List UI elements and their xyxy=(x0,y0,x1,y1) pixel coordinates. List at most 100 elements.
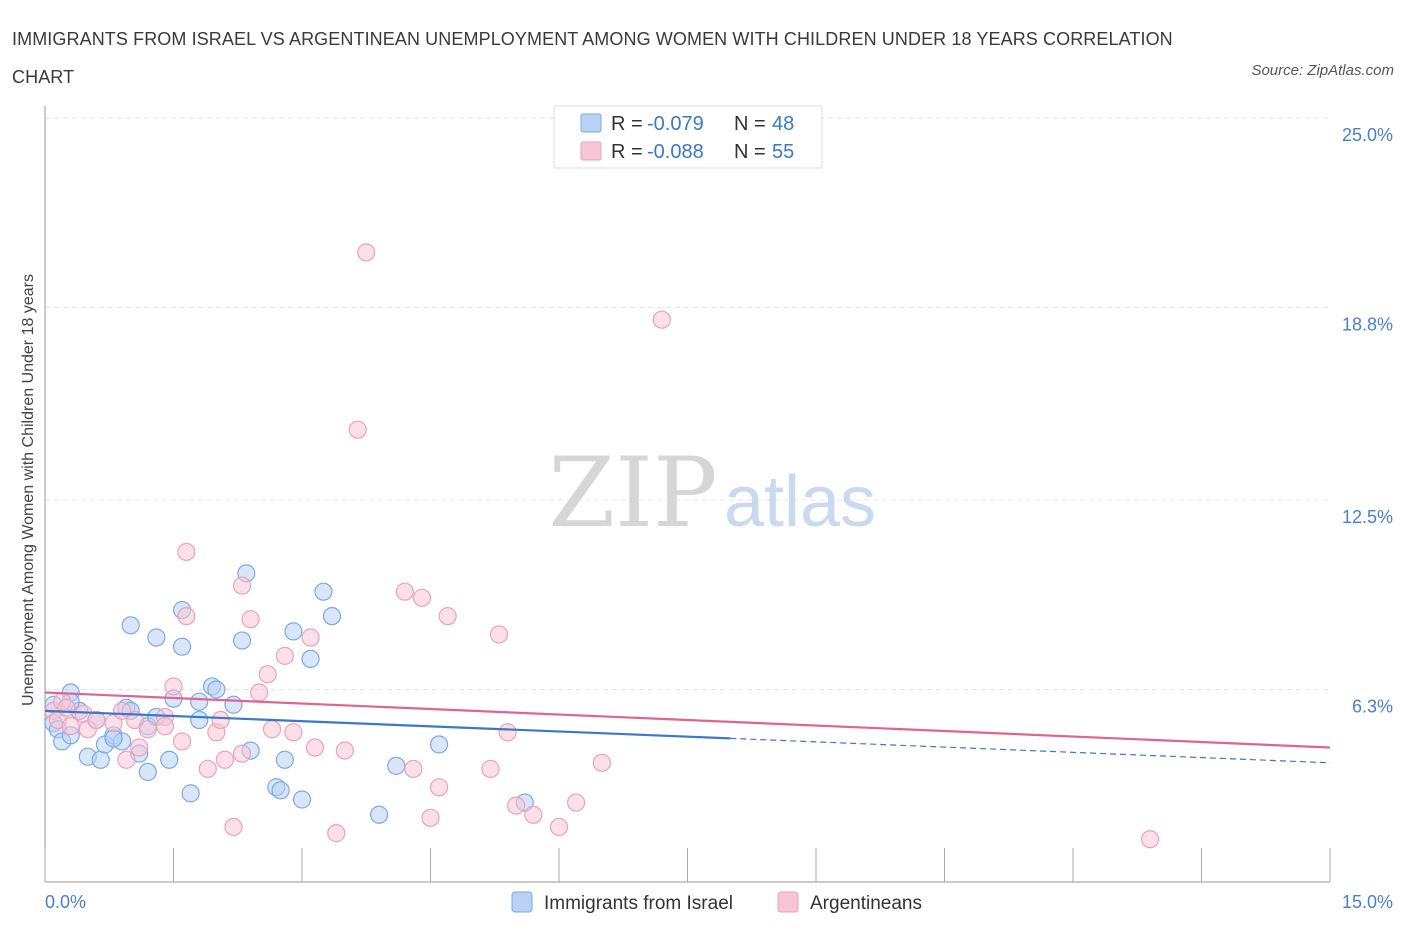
point-argentineans-48 xyxy=(507,796,526,815)
point-argentineans-7 xyxy=(87,710,106,730)
stats-n-label-israel: N = xyxy=(734,113,766,135)
point-argentineans-34 xyxy=(305,738,324,757)
stats-n-value-israel: 48 xyxy=(772,113,794,135)
point-israel-36 xyxy=(284,622,303,641)
point-israel-35 xyxy=(275,750,294,769)
point-argentineans-27 xyxy=(241,610,260,629)
point-israel-43 xyxy=(429,735,449,754)
point-argentineans-49 xyxy=(524,805,543,824)
stats-r-value-argentineans: -0.088 xyxy=(647,141,704,163)
point-israel-23 xyxy=(172,637,192,656)
point-argentineans-24 xyxy=(224,817,243,837)
trend-lines xyxy=(44,691,1331,764)
point-argentineans-10 xyxy=(117,750,136,769)
point-argentineans-20 xyxy=(198,759,217,779)
point-argentineans-3 xyxy=(57,698,76,717)
point-israel-26 xyxy=(190,710,209,730)
trend-line-argentineans xyxy=(44,691,1331,749)
point-argentineans-11 xyxy=(125,710,145,730)
point-israel-9 xyxy=(91,750,110,769)
x-tick-labels: 0.0% 15.0% xyxy=(45,892,1393,912)
point-israel-28 xyxy=(207,680,226,699)
stats-r-label-argentineans: R = xyxy=(611,141,643,163)
legend-swatch-israel xyxy=(511,891,533,913)
point-israel-25 xyxy=(190,692,209,711)
y-tick-label-2: 18.8% xyxy=(1342,314,1393,334)
point-argentineans-47 xyxy=(498,723,517,742)
point-argentineans-22 xyxy=(211,710,230,730)
watermark: ZIP atlas xyxy=(548,437,876,549)
chart-title: IMMIGRANTS FROM ISRAEL VS ARGENTINEAN UN… xyxy=(12,29,1173,87)
point-argentineans-17 xyxy=(172,732,192,751)
point-argentineans-12 xyxy=(130,738,149,757)
point-argentineans-41 xyxy=(412,588,432,607)
point-argentineans-44 xyxy=(438,607,457,626)
point-argentineans-31 xyxy=(275,646,294,665)
gridlines xyxy=(45,117,1330,690)
point-argentineans-25 xyxy=(232,744,252,763)
point-israel-14 xyxy=(121,616,140,635)
watermark-zip: ZIP xyxy=(548,437,717,549)
axes xyxy=(44,106,1331,883)
legend-label-argentineans: Argentineans xyxy=(810,893,922,914)
point-argentineans-29 xyxy=(258,665,277,684)
y-tick-label-0: 6.3% xyxy=(1352,696,1393,716)
trend-line-israel xyxy=(44,709,731,740)
stats-swatch-israel xyxy=(580,113,602,133)
stats-r-value-israel: -0.079 xyxy=(647,113,704,135)
point-argentineans-18 xyxy=(177,607,196,626)
point-israel-37 xyxy=(292,790,312,809)
stats-r-label-israel: R = xyxy=(611,113,643,135)
point-argentineans-4 xyxy=(61,717,80,736)
point-argentineans-45 xyxy=(481,759,500,779)
legend-label-israel: Immigrants from Israel xyxy=(544,893,733,914)
point-israel-34 xyxy=(271,781,290,800)
point-argentineans-26 xyxy=(232,576,252,595)
point-argentineans-54 xyxy=(1140,830,1160,849)
y-tick-labels: 6.3% 12.5% 18.8% 25.0% xyxy=(1342,125,1393,716)
point-argentineans-37 xyxy=(348,420,367,439)
point-israel-29 xyxy=(224,695,243,714)
point-israel-46 xyxy=(104,729,123,748)
point-argentineans-15 xyxy=(155,717,175,736)
point-argentineans-40 xyxy=(404,759,423,779)
point-argentineans-23 xyxy=(215,750,234,769)
point-argentineans-36 xyxy=(335,741,354,760)
point-israel-40 xyxy=(322,607,342,626)
point-israel-30 xyxy=(232,631,252,650)
series-legend: Immigrants from Israel Argentineans xyxy=(511,891,922,914)
point-argentineans-33 xyxy=(301,628,320,647)
point-argentineans-13 xyxy=(138,720,157,739)
point-argentineans-46 xyxy=(489,625,509,644)
trend-extension-israel xyxy=(730,737,1331,764)
x-tick-label-1: 15.0% xyxy=(1342,892,1393,912)
point-argentineans-30 xyxy=(262,720,282,739)
point-argentineans-42 xyxy=(421,808,440,827)
stats-legend: R = -0.079 N = 48 R = -0.088 N = 55 xyxy=(553,105,823,169)
point-israel-18 xyxy=(147,628,166,647)
source-label: Source: ZipAtlas.com xyxy=(1251,62,1394,79)
point-israel-24 xyxy=(181,784,200,803)
point-israel-38 xyxy=(301,649,320,669)
point-argentineans-43 xyxy=(429,778,449,797)
y-tick-label-1: 12.5% xyxy=(1342,507,1393,527)
point-argentineans-39 xyxy=(395,582,414,601)
point-argentineans-51 xyxy=(567,793,586,812)
point-argentineans-19 xyxy=(177,542,196,562)
y-axis-label: Unemployment Among Women with Children U… xyxy=(20,274,37,706)
point-israel-41 xyxy=(370,805,389,824)
point-israel-17 xyxy=(138,762,157,782)
point-argentineans-32 xyxy=(284,723,303,742)
point-argentineans-50 xyxy=(549,817,569,837)
legend-swatch-argentineans xyxy=(777,891,799,913)
data-points xyxy=(44,243,1160,849)
x-tick-label-0: 0.0% xyxy=(45,892,86,912)
point-argentineans-28 xyxy=(250,683,269,702)
point-israel-42 xyxy=(387,756,406,775)
point-argentineans-53 xyxy=(652,310,671,329)
point-argentineans-52 xyxy=(592,753,611,772)
point-israel-20 xyxy=(160,750,179,769)
watermark-atlas: atlas xyxy=(724,462,876,542)
point-argentineans-16 xyxy=(164,677,183,696)
